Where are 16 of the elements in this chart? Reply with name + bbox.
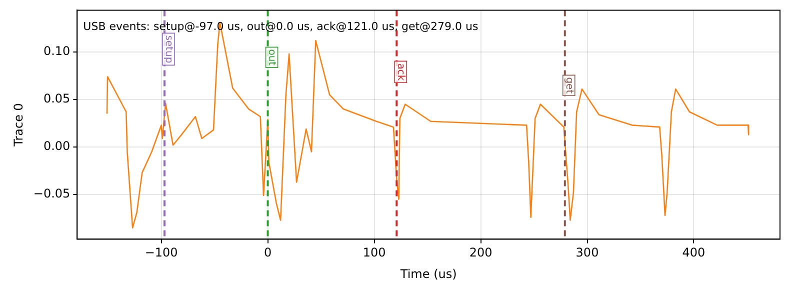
ref-line-label: out [266, 49, 278, 66]
y-axis-title: Trace 0 [11, 103, 26, 148]
y-tick-label: −0.05 [33, 186, 70, 201]
ref-line-label: get [563, 77, 574, 94]
ref-line-label: ack [395, 63, 406, 81]
x-tick-label: 300 [576, 246, 599, 260]
x-tick-label: −100 [144, 246, 178, 260]
x-tick-label: 400 [682, 246, 706, 260]
x-tick-label: 0 [264, 246, 272, 260]
y-tick-label: 0.05 [43, 92, 70, 106]
y-tick-label: 0.00 [43, 139, 70, 154]
x-axis-title: Time (us) [399, 266, 457, 281]
y-tick-label: 0.10 [43, 44, 70, 58]
ref-line-label: setup [162, 35, 174, 64]
x-tick-label: 100 [362, 246, 386, 260]
x-tick-label: 200 [469, 246, 492, 260]
